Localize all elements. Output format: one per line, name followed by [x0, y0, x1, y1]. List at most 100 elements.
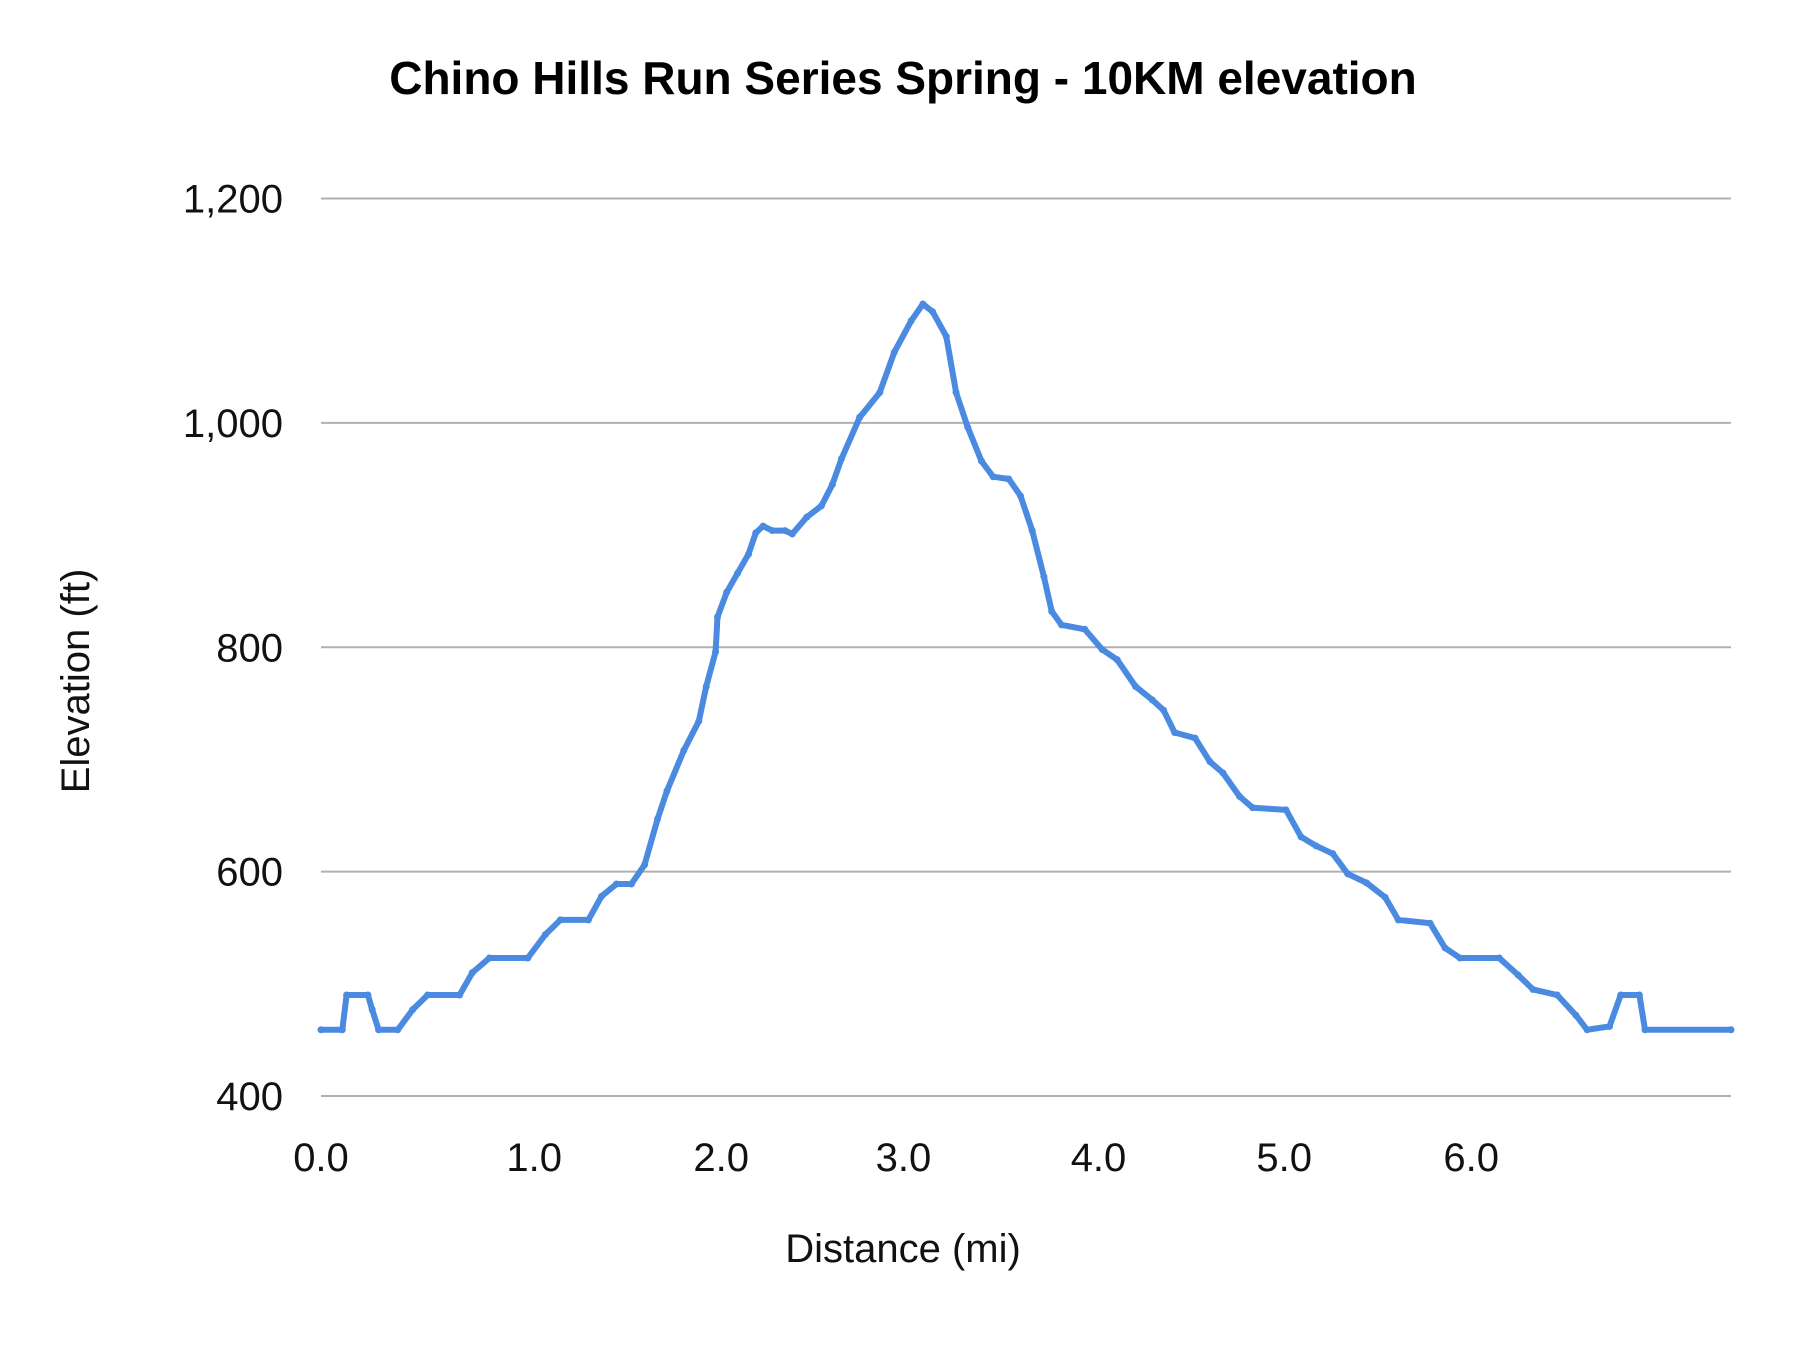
data-point — [1057, 621, 1065, 629]
y-tick-label: 1,000 — [183, 402, 283, 446]
data-point — [1495, 954, 1503, 962]
data-point — [468, 969, 476, 977]
data-point — [1514, 971, 1522, 979]
data-point — [890, 348, 898, 356]
data-point — [556, 916, 564, 924]
data-point — [1344, 870, 1352, 878]
data-point — [712, 648, 720, 656]
data-point — [759, 522, 767, 530]
data-point — [368, 1006, 376, 1014]
y-axis-title: Elevation (ft) — [54, 569, 98, 794]
data-point — [952, 389, 960, 397]
data-point — [1048, 607, 1056, 615]
data-point — [394, 1026, 402, 1034]
data-point — [1529, 985, 1537, 993]
data-point — [1617, 991, 1625, 999]
data-point — [977, 457, 985, 465]
y-tick-label: 600 — [216, 851, 283, 895]
data-point — [1456, 954, 1464, 962]
data-point — [485, 954, 493, 962]
data-point — [713, 613, 721, 621]
data-point — [1040, 573, 1048, 581]
data-point — [1635, 991, 1643, 999]
data-point — [1081, 625, 1089, 633]
data-point — [1005, 475, 1013, 483]
data-point — [752, 529, 760, 537]
data-point — [654, 815, 662, 823]
data-point — [989, 473, 997, 481]
y-tick-labels: 400 600 800 1,000 1,200 — [183, 178, 283, 1120]
data-point — [1394, 916, 1402, 924]
y-tick-label: 400 — [216, 1075, 283, 1119]
x-tick-label: 0.0 — [293, 1136, 349, 1180]
data-point — [317, 1026, 325, 1034]
elevation-line — [318, 301, 1734, 1033]
data-point — [1159, 706, 1167, 714]
data-point — [803, 513, 811, 521]
data-point — [456, 991, 464, 999]
data-point — [424, 991, 432, 999]
data-point — [1016, 492, 1024, 500]
data-point — [663, 787, 671, 795]
data-point — [856, 413, 864, 421]
data-point — [1098, 645, 1106, 653]
data-point — [598, 892, 606, 900]
data-point — [375, 1026, 383, 1034]
data-point — [1113, 656, 1121, 664]
data-point — [734, 569, 742, 577]
data-point — [1171, 729, 1179, 737]
x-tick-label: 6.0 — [1443, 1136, 1499, 1180]
data-point — [817, 502, 825, 510]
x-tick-label: 4.0 — [1071, 1136, 1127, 1180]
data-point — [964, 423, 972, 431]
data-point — [1606, 1022, 1614, 1030]
data-point — [1312, 842, 1320, 850]
data-point — [680, 746, 688, 754]
data-point — [828, 481, 836, 489]
data-point — [781, 527, 789, 535]
data-point — [1572, 1011, 1580, 1019]
data-point — [907, 317, 915, 325]
data-point — [788, 530, 796, 538]
data-point — [1236, 792, 1244, 800]
data-point — [1191, 734, 1199, 742]
y-tick-label: 1,200 — [183, 178, 283, 222]
data-point — [702, 683, 710, 691]
data-point — [584, 916, 592, 924]
gridlines — [321, 197, 1731, 1097]
data-point — [524, 954, 532, 962]
data-point — [409, 1006, 417, 1014]
data-point — [641, 861, 649, 869]
data-point — [1206, 758, 1214, 766]
data-point — [723, 588, 731, 596]
data-point — [1727, 1026, 1735, 1034]
data-point — [343, 991, 351, 999]
data-point — [1282, 806, 1290, 814]
y-tick-label: 800 — [216, 626, 283, 670]
data-point — [1219, 769, 1227, 777]
data-point — [1249, 804, 1257, 812]
data-point — [929, 308, 937, 316]
data-point — [1329, 850, 1337, 858]
data-point — [1148, 696, 1156, 704]
data-point — [1426, 919, 1434, 927]
data-point — [1297, 833, 1305, 841]
x-tick-label: 3.0 — [876, 1136, 932, 1180]
data-point — [695, 717, 703, 725]
x-tick-label: 1.0 — [506, 1136, 562, 1180]
data-point — [1441, 944, 1449, 952]
data-point — [627, 880, 635, 888]
data-point — [768, 527, 776, 535]
data-point — [364, 991, 372, 999]
x-axis-title: Distance (mi) — [785, 1227, 1021, 1271]
data-point — [837, 455, 845, 463]
x-tick-label: 5.0 — [1256, 1136, 1312, 1180]
chart-title: Chino Hills Run Series Spring - 10KM ele… — [389, 52, 1417, 104]
x-tick-labels: 0.0 1.0 2.0 3.0 4.0 5.0 6.0 — [293, 1136, 1499, 1180]
data-point — [541, 930, 549, 938]
data-point — [1362, 879, 1370, 887]
data-point — [1553, 991, 1561, 999]
data-point — [612, 880, 620, 888]
data-point — [745, 550, 753, 558]
